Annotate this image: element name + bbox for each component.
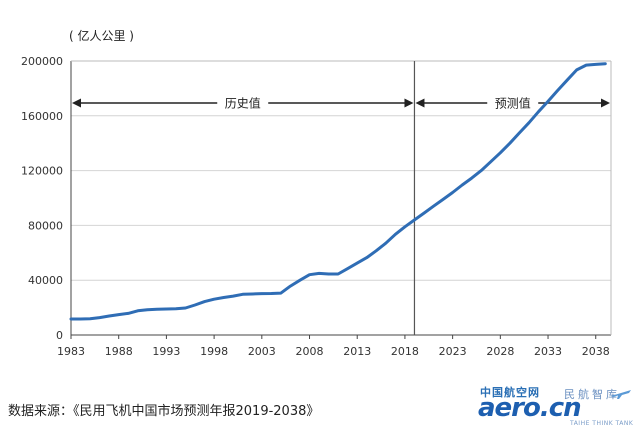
region-label-history: 历史值 [225, 96, 261, 111]
y-tick-labels: 0 40000 80000 120000 160000 200000 [21, 55, 63, 342]
region-arrow-history: 历史值 [72, 96, 414, 111]
source-note: 数据来源：《民用飞机中国市场预测年报2019-2038》 [8, 404, 320, 419]
x-tick-label-1993: 1993 [152, 345, 180, 358]
y-tick-label-80000: 80000 [28, 219, 63, 232]
line-chart: ( 亿人公里 ) 0 40000 80000 120000 160000 200000 1… [21, 28, 612, 358]
y-tick-label-40000: 40000 [28, 274, 63, 287]
logo-chinese-name: 中国航空网 [480, 386, 540, 399]
x-tick-label-1988: 1988 [105, 345, 133, 358]
region-arrowhead-right [404, 98, 414, 108]
region-annotations: 历史值 预测值 [72, 96, 610, 111]
aero-cn-logo: 中国航空网 民航智库 aero.cn TAIHE THINK TANK [478, 384, 636, 430]
y-tick-label-160000: 160000 [21, 110, 63, 123]
x-tick-label-2038: 2038 [582, 345, 610, 358]
region-label-forecast: 预测值 [495, 96, 531, 111]
grid-lines [71, 60, 611, 281]
region-arrowhead-left [72, 98, 81, 108]
y-tick-label-120000: 120000 [21, 165, 63, 178]
x-tick-label-2028: 2028 [486, 345, 514, 358]
x-tick-label-2013: 2013 [343, 345, 371, 358]
logo-tagline: TAIHE THINK TANK [570, 420, 634, 427]
series-line-0 [69, 62, 607, 321]
x-tick-label-2008: 2008 [296, 345, 324, 358]
region-arrowhead-left [415, 98, 425, 108]
airplane-icon [611, 390, 631, 399]
logo-subtitle: 民航智库 [564, 388, 620, 401]
axes [70, 60, 612, 336]
x-tick-label-1998: 1998 [200, 345, 228, 358]
x-tick-label-2018: 2018 [391, 345, 419, 358]
logo-wordmark: aero.cn [478, 393, 582, 423]
x-tick-label-1983: 1983 [57, 345, 85, 358]
x-tick-label-2003: 2003 [248, 345, 276, 358]
y-tick-label-0: 0 [56, 329, 63, 342]
data-series [69, 62, 607, 321]
region-arrow-forecast: 预测值 [415, 96, 610, 111]
x-tick-labels: 1983 1988 1993 1998 2003 2008 2013 2018 2023 2028… [57, 335, 610, 358]
y-tick-label-200000: 200000 [21, 55, 63, 68]
x-tick-label-2023: 2023 [439, 345, 467, 358]
x-tick-label-2033: 2033 [534, 345, 562, 358]
y-unit-label: ( 亿人公里 ) [69, 28, 134, 43]
region-arrowhead-right [601, 98, 610, 108]
